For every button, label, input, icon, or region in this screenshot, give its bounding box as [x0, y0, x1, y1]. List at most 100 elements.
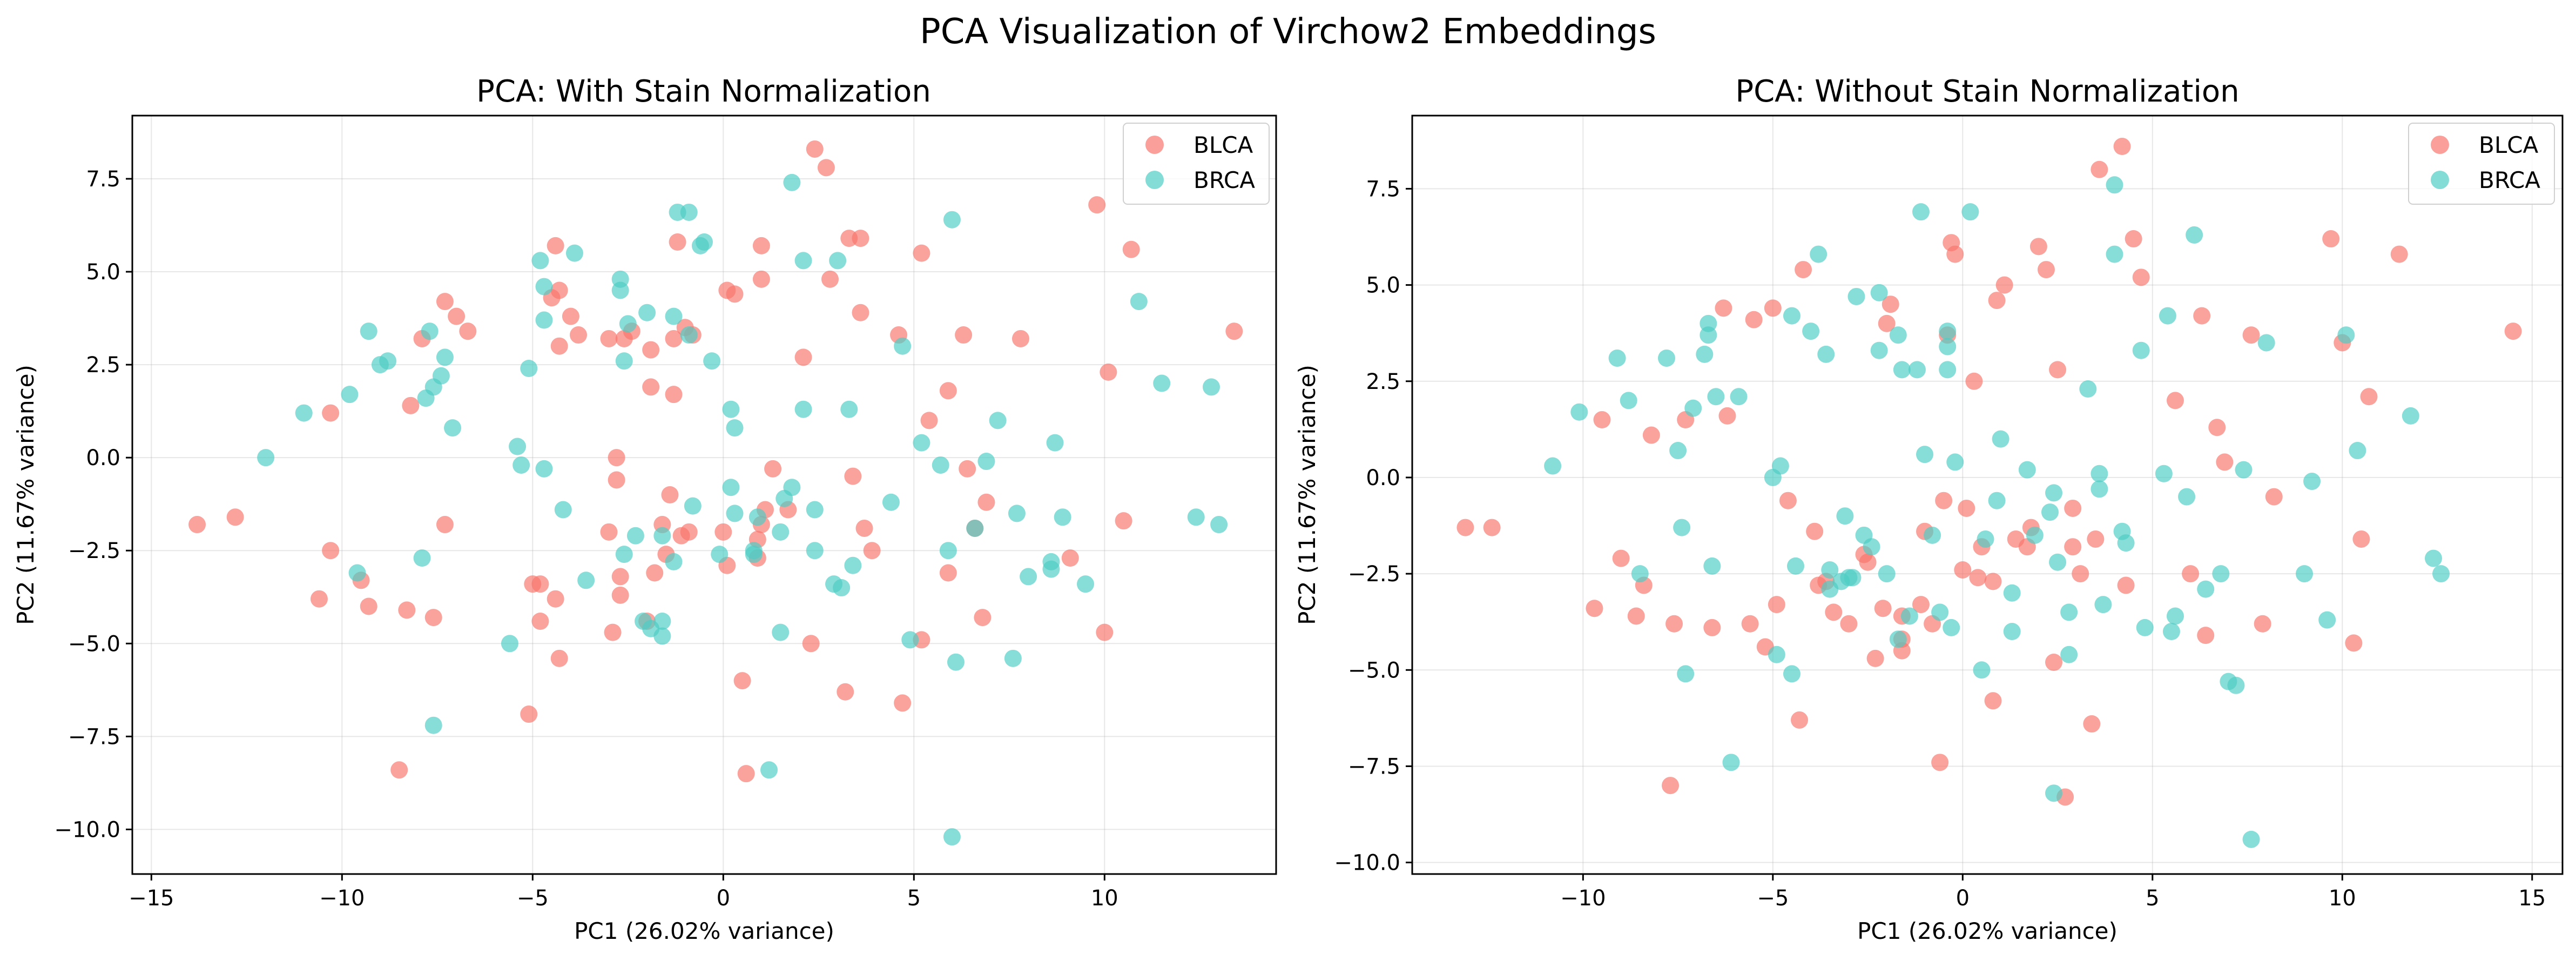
data-point-brca: [2003, 623, 2021, 641]
data-point-blca: [1946, 245, 1964, 263]
data-point-brca: [1707, 388, 1725, 406]
data-point-brca: [1657, 349, 1675, 367]
x-axis-label: PC1 (26.02% variance): [574, 918, 834, 944]
data-point-brca: [2197, 580, 2215, 598]
data-point-blca: [642, 341, 660, 359]
data-point-brca: [2212, 565, 2230, 583]
data-point-blca: [2360, 388, 2378, 406]
data-point-blca: [2117, 576, 2135, 594]
data-point-brca: [1847, 287, 1865, 305]
data-point-brca: [2045, 784, 2063, 802]
data-point-brca: [1924, 526, 1941, 544]
data-point-brca: [1992, 430, 2009, 448]
data-point-brca: [1802, 322, 1820, 340]
data-point-blca: [188, 516, 206, 534]
data-point-brca: [341, 386, 359, 404]
data-point-brca: [2424, 549, 2442, 567]
data-point-brca: [1202, 378, 1220, 396]
data-point-brca: [531, 252, 549, 270]
data-point-blca: [1954, 561, 1972, 579]
data-point-brca: [977, 453, 995, 471]
data-point-brca: [829, 252, 847, 270]
data-point-brca: [1677, 665, 1695, 683]
data-point-brca: [882, 493, 900, 511]
data-point-blca: [2216, 453, 2234, 471]
data-point-blca: [436, 516, 454, 534]
data-point-brca: [2186, 226, 2203, 244]
data-point-brca: [1973, 661, 1991, 679]
data-point-blca: [2265, 488, 2283, 506]
data-point-blca: [531, 613, 549, 630]
data-point-blca: [531, 575, 549, 593]
data-point-brca: [444, 419, 462, 437]
data-point-brca: [1893, 361, 1911, 379]
data-point-brca: [1931, 603, 1949, 621]
data-point-brca: [2060, 603, 2078, 621]
x-tick-label: 15: [2518, 886, 2546, 911]
legend-marker-blca: [1145, 136, 1164, 154]
data-point-brca: [748, 508, 766, 526]
data-point-brca: [611, 281, 629, 299]
data-point-brca: [1889, 326, 1907, 344]
data-point-blca: [2029, 238, 2047, 256]
y-tick-label: 5.0: [1366, 273, 1400, 298]
data-point-brca: [1908, 361, 1926, 379]
data-point-blca: [2504, 322, 2522, 340]
legend: BLCA BRCA: [1123, 123, 1270, 205]
data-point-brca: [665, 553, 683, 570]
data-point-brca: [2235, 461, 2253, 479]
data-point-brca: [2049, 553, 2067, 571]
data-point-brca: [745, 546, 763, 563]
data-point-brca: [1900, 607, 1918, 625]
data-point-blca: [2113, 138, 2131, 156]
data-point-blca: [310, 590, 328, 608]
data-point-brca: [2091, 480, 2108, 498]
data-point-brca: [1722, 754, 1740, 771]
data-point-brca: [379, 352, 397, 370]
y-tick-label: −5.0: [1348, 658, 1400, 683]
data-point-blca: [2242, 326, 2260, 344]
data-point-brca: [1939, 338, 1957, 355]
data-point-brca: [1570, 403, 1588, 421]
data-point-brca: [772, 523, 790, 541]
data-point-brca: [1783, 307, 1800, 325]
data-point-brca: [794, 400, 812, 418]
y-tick-label: 2.5: [1366, 369, 1400, 394]
data-point-blca: [855, 519, 873, 537]
data-point-blca: [844, 467, 862, 485]
scatter-points: [188, 140, 1243, 846]
data-point-blca: [1825, 603, 1843, 621]
data-point-brca: [1684, 399, 1702, 417]
gridlines: [132, 116, 1276, 874]
data-point-blca: [1984, 692, 2002, 710]
data-point-brca: [783, 479, 801, 496]
data-point-brca: [1939, 361, 1957, 379]
data-point-brca: [421, 322, 439, 340]
data-point-blca: [1122, 240, 1140, 258]
data-point-brca: [2079, 380, 2097, 398]
data-point-brca: [1046, 434, 1064, 452]
data-point-brca: [257, 449, 275, 467]
data-point-brca: [1946, 453, 1964, 471]
data-point-blca: [1764, 299, 1782, 317]
data-point-brca: [844, 556, 862, 574]
data-point-brca: [615, 352, 633, 370]
data-point-blca: [2208, 419, 2226, 436]
data-point-blca: [2166, 392, 2184, 409]
data-point-brca: [989, 412, 1007, 429]
data-point-brca: [1544, 457, 1562, 475]
data-point-blca: [1627, 607, 1645, 625]
data-point-blca: [398, 601, 416, 619]
data-point-brca: [703, 352, 721, 370]
data-point-blca: [1741, 615, 1759, 633]
data-point-brca: [1608, 349, 1626, 367]
data-point-brca: [535, 311, 553, 329]
data-point-brca: [1863, 538, 1880, 556]
data-point-brca: [413, 549, 431, 567]
data-point-brca: [806, 542, 824, 560]
data-point-blca: [2322, 230, 2340, 248]
data-point-brca: [1700, 326, 1717, 344]
data-point-blca: [821, 270, 839, 288]
data-point-blca: [448, 307, 466, 325]
data-point-brca: [2106, 245, 2123, 263]
